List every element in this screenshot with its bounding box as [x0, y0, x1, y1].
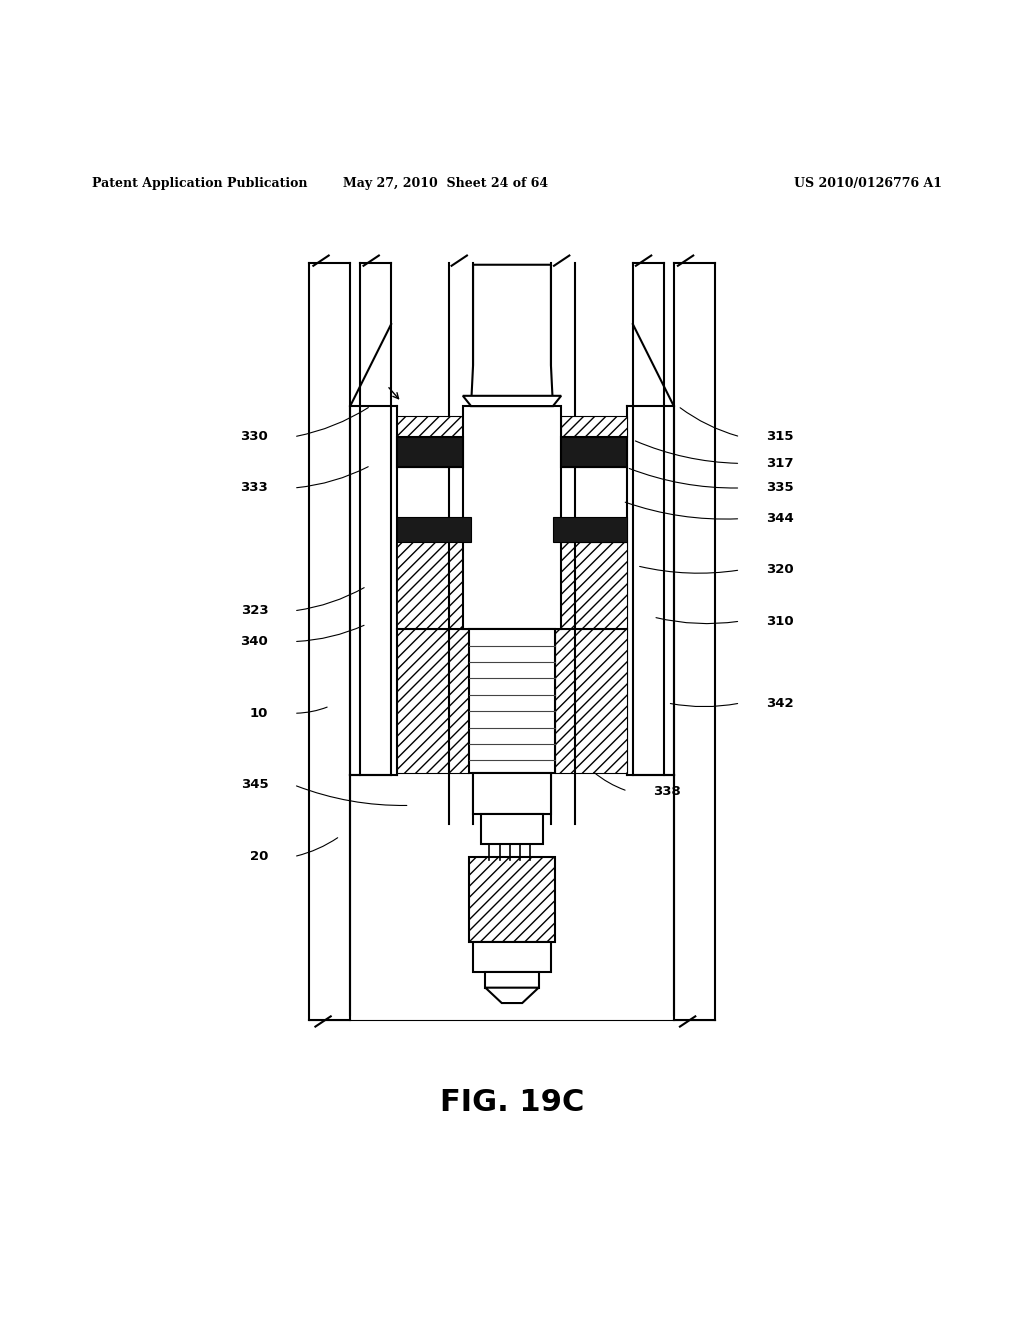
Polygon shape — [561, 416, 627, 437]
Polygon shape — [463, 396, 561, 407]
Text: 323: 323 — [241, 605, 268, 618]
Text: 345: 345 — [241, 779, 268, 792]
Polygon shape — [561, 437, 627, 467]
Polygon shape — [471, 265, 553, 407]
Bar — [485, 973, 539, 987]
Bar — [469, 630, 555, 772]
Text: 320: 320 — [766, 564, 794, 577]
Polygon shape — [485, 987, 539, 1003]
Text: 10: 10 — [250, 706, 268, 719]
Text: Patent Application Publication: Patent Application Publication — [92, 177, 307, 190]
Text: 20: 20 — [250, 850, 268, 863]
Text: 340: 340 — [241, 635, 268, 648]
Text: 344: 344 — [766, 512, 794, 525]
Text: 310: 310 — [766, 615, 794, 627]
Bar — [473, 941, 551, 973]
Text: 338: 338 — [653, 784, 681, 797]
Bar — [473, 772, 551, 813]
Bar — [469, 857, 555, 941]
Polygon shape — [555, 630, 627, 772]
Bar — [463, 407, 561, 630]
Text: 333: 333 — [241, 482, 268, 495]
Text: 315: 315 — [766, 430, 794, 444]
Polygon shape — [397, 437, 463, 467]
Bar — [481, 813, 543, 845]
Text: US 2010/0126776 A1: US 2010/0126776 A1 — [794, 177, 942, 190]
Polygon shape — [553, 516, 627, 543]
Polygon shape — [553, 543, 627, 630]
Text: 342: 342 — [766, 697, 794, 710]
Text: 317: 317 — [766, 457, 794, 470]
Text: May 27, 2010  Sheet 24 of 64: May 27, 2010 Sheet 24 of 64 — [343, 177, 548, 190]
Polygon shape — [397, 516, 471, 543]
Polygon shape — [397, 630, 469, 772]
Polygon shape — [397, 543, 471, 630]
Polygon shape — [397, 416, 463, 437]
Text: 335: 335 — [766, 482, 794, 495]
Text: 330: 330 — [241, 430, 268, 444]
Text: FIG. 19C: FIG. 19C — [440, 1088, 584, 1117]
